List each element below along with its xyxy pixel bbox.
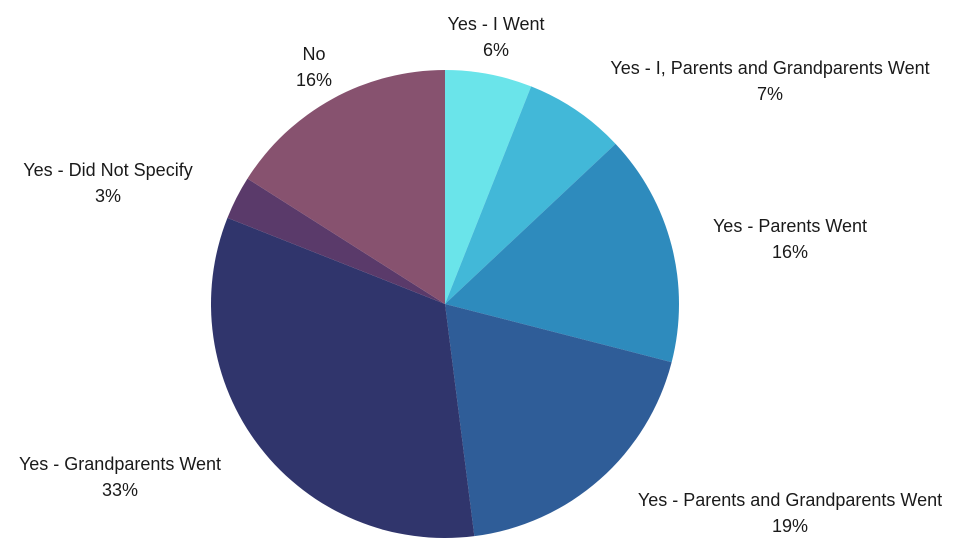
pie-labels: Yes - I Went 6% Yes - I, Parents and Grand…: [19, 14, 942, 536]
slice-percent-yes-i-went: 6%: [483, 40, 509, 60]
slice-label-yes-parents-and-grandparents-went: Yes - Parents and Grandparents Went: [638, 490, 942, 510]
slice-label-yes-did-not-specify: Yes - Did Not Specify: [23, 160, 192, 180]
slice-label-no: No: [302, 44, 325, 64]
pie-slice-yes-grandparents-went: [211, 217, 475, 538]
slice-label-yes-grandparents-went: Yes - Grandparents Went: [19, 454, 221, 474]
pie-slice-yes-i-went: [445, 70, 532, 304]
pie-slice-yes-parents-went: [445, 143, 680, 363]
slice-percent-yes-did-not-specify: 3%: [95, 186, 121, 206]
slice-percent-yes-parents-and-grandparents-went: 19%: [772, 516, 808, 536]
slice-percent-yes-grandparents-went: 33%: [102, 480, 138, 500]
slice-percent-no: 16%: [296, 70, 332, 90]
slice-label-yes-i-parents-and-grandparents-went: Yes - I, Parents and Grandparents Went: [610, 58, 929, 78]
slice-label-yes-parents-went: Yes - Parents Went: [713, 216, 867, 236]
pie-slice-yes-i-parents-and-grandparents-went: [445, 86, 616, 305]
pie-slice-yes-parents-and-grandparents-went: [445, 304, 672, 537]
slice-percent-yes-parents-went: 16%: [772, 242, 808, 262]
pie-slices: [211, 70, 680, 538]
pie-slice-no: [247, 70, 445, 304]
pie-slice-yes-did-not-specify: [227, 178, 445, 304]
slice-label-yes-i-went: Yes - I Went: [447, 14, 544, 34]
slice-percent-yes-i-parents-and-grandparents-went: 7%: [757, 84, 783, 104]
